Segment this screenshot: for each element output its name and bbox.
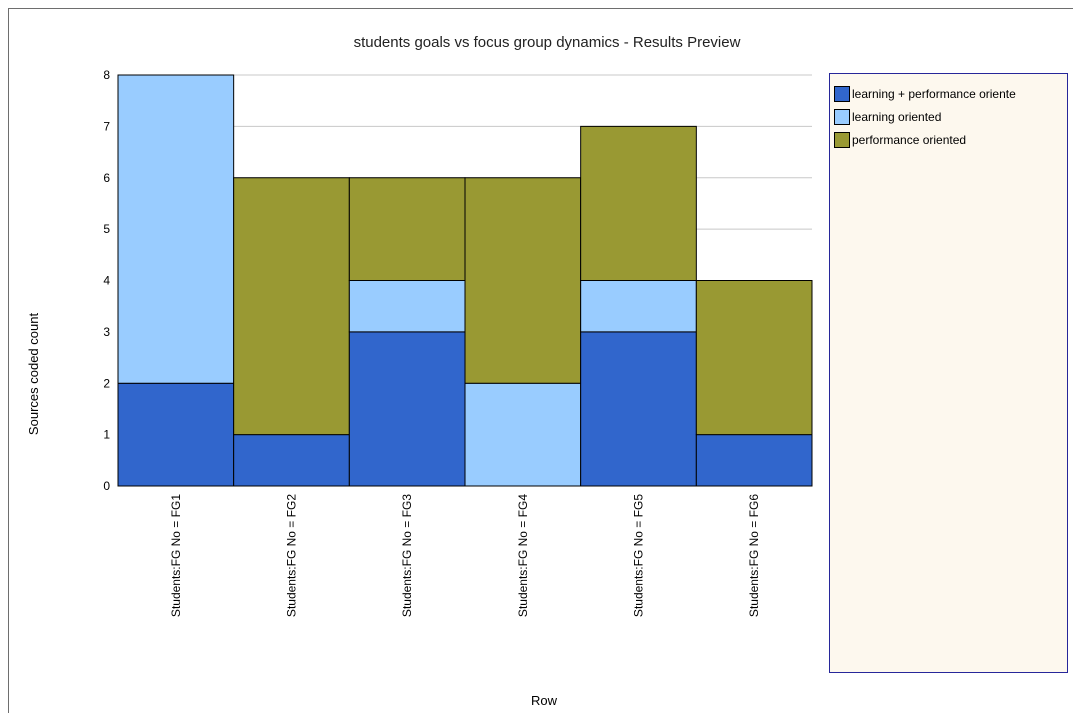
y-tick-label: 6: [103, 171, 110, 185]
y-tick-label: 3: [103, 325, 110, 339]
y-tick-label: 1: [103, 428, 110, 442]
bar-segment: [233, 177, 350, 436]
legend-swatch: [834, 109, 850, 125]
x-tick-label: Students:FG No = FG2: [285, 494, 299, 617]
x-tick-label: Students:FG No = FG5: [632, 494, 646, 617]
bar-segment: [580, 331, 697, 487]
bar-segment: [348, 331, 466, 487]
bar-segment: [348, 177, 466, 281]
chart-title: students goals vs focus group dynamics -…: [354, 34, 741, 51]
bar-segment: [117, 74, 235, 384]
y-tick-labels: 0 1 2 3 4 5 6 7 8: [103, 68, 110, 493]
x-tick-label: Students:FG No = FG6: [747, 494, 761, 617]
legend-label: performance oriented: [852, 133, 967, 147]
y-tick-label: 2: [103, 376, 110, 390]
legend-swatch: [834, 86, 850, 102]
x-tick-labels: Students:FG No = FG1 Students:FG No = FG2…: [169, 494, 761, 617]
legend-label: learning oriented: [852, 110, 942, 124]
legend-swatch: [834, 132, 850, 148]
y-tick-label: 4: [103, 274, 110, 288]
x-tick-label: Students:FG No = FG3: [400, 494, 414, 617]
legend-item: learning + performance oriente: [834, 84, 1016, 104]
legend: learning + performance oriente learning o…: [829, 73, 1068, 673]
y-axis-label: Sources coded count: [26, 313, 41, 436]
legend-item: performance oriented: [834, 130, 966, 150]
legend-item: learning oriented: [834, 107, 941, 127]
x-tick-label: Students:FG No = FG4: [516, 494, 530, 617]
bar-segment: [348, 280, 466, 333]
y-tick-label: 5: [103, 222, 110, 236]
bar-segment: [464, 382, 582, 487]
x-axis-label: Row: [531, 693, 558, 708]
bar-segment: [233, 434, 350, 487]
bar-segment: [580, 280, 697, 333]
bar-segment: [695, 434, 813, 487]
y-tick-label: 8: [103, 68, 110, 82]
y-tick-label: 0: [103, 479, 110, 493]
bar-segment: [464, 177, 582, 384]
bar-segment: [695, 280, 813, 436]
y-tick-label: 7: [103, 119, 110, 133]
bar-segment: [117, 382, 235, 487]
bars: [117, 74, 813, 487]
legend-label: learning + performance oriente: [852, 87, 1016, 101]
bar-segment: [580, 125, 697, 281]
x-tick-label: Students:FG No = FG1: [169, 494, 183, 617]
